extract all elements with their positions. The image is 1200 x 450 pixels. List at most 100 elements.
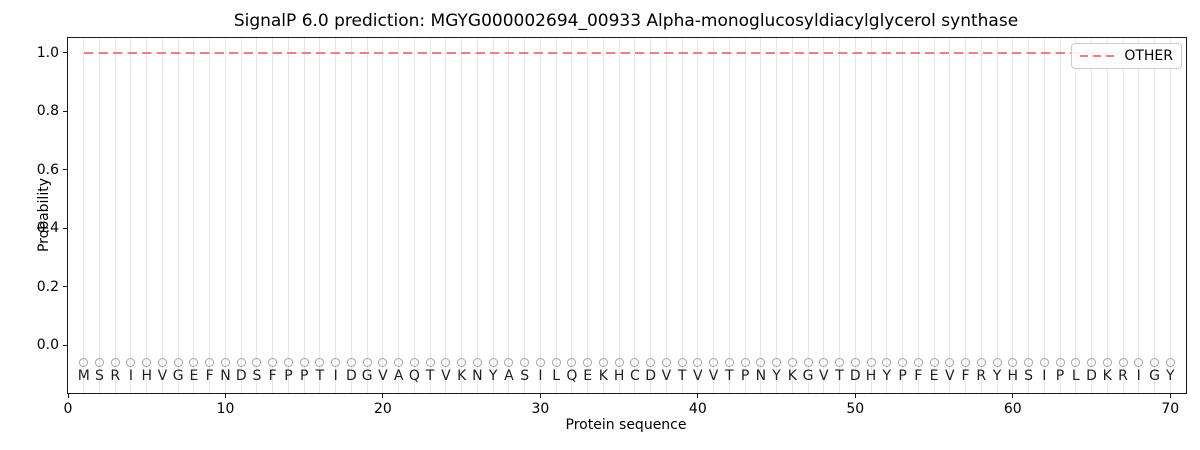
x-axis-label: Protein sequence	[565, 417, 687, 433]
gridline	[161, 38, 163, 393]
sequence-letter: I	[333, 367, 338, 384]
sequence-letter: P	[1055, 367, 1065, 384]
sequence-letter: D	[1086, 367, 1097, 384]
residue-circle-marker	[189, 357, 199, 367]
residue-circle-marker	[898, 357, 908, 367]
y-tick-mark	[63, 227, 68, 229]
y-tick-label: 0.2	[36, 278, 59, 295]
gridline	[1169, 38, 1171, 393]
sequence-letter: L	[1071, 367, 1080, 384]
x-tick-mark	[539, 394, 541, 398]
x-tick-mark	[854, 394, 856, 398]
gridline	[555, 38, 557, 393]
sequence-letter: F	[961, 367, 970, 384]
gridline	[193, 38, 195, 393]
sequence-letter: D	[849, 367, 861, 384]
gridline	[697, 38, 699, 393]
gridline	[445, 38, 447, 393]
residue-circle-marker	[79, 357, 89, 367]
residue-circle-marker	[173, 357, 183, 367]
gridline	[807, 38, 809, 393]
gridline	[539, 38, 541, 393]
residue-circle-marker	[457, 357, 467, 367]
residue-circle-marker	[1150, 357, 1159, 367]
residue-circle-marker	[488, 357, 498, 367]
gridline	[272, 38, 274, 393]
sequence-letter: G	[1149, 367, 1160, 384]
gridline	[83, 38, 85, 393]
sequence-letter: F	[914, 367, 923, 384]
gridline	[240, 38, 242, 393]
sequence-letter: V	[661, 367, 672, 384]
residue-circle-marker	[756, 357, 766, 367]
residue-circle-marker	[110, 357, 120, 367]
x-tick-label: 10	[216, 401, 235, 417]
gridline	[902, 38, 904, 393]
gridline	[146, 38, 148, 393]
residue-circle-marker	[504, 357, 514, 367]
x-tick-label: 40	[688, 401, 707, 417]
gridline	[980, 38, 982, 393]
gridline	[98, 38, 100, 393]
gridline	[398, 38, 400, 393]
gridline	[1012, 38, 1014, 393]
gridline	[492, 38, 494, 393]
sequence-letter: A	[393, 367, 404, 384]
gridline	[130, 38, 132, 393]
sequence-letter: H	[1007, 367, 1019, 384]
residue-circle-marker	[268, 357, 278, 367]
sequence-letter: F	[205, 367, 214, 384]
residue-circle-marker	[835, 357, 845, 367]
sequence-letter: I	[1136, 367, 1141, 384]
gridline	[823, 38, 825, 393]
y-tick-mark	[63, 169, 68, 171]
sequence-letter: T	[425, 367, 435, 384]
gridline	[886, 38, 888, 393]
sequence-letter: M	[77, 367, 90, 384]
residue-circle-marker	[614, 357, 624, 367]
sequence-letter: E	[189, 367, 199, 384]
sequence-letter: Y	[1165, 367, 1175, 384]
residue-circle-marker	[472, 357, 482, 367]
residue-circle-marker	[598, 357, 608, 367]
residue-circle-marker	[1008, 357, 1018, 367]
legend-dashed-line-icon	[1080, 55, 1117, 57]
gridline	[508, 38, 510, 393]
residue-circle-marker	[1118, 357, 1128, 367]
sequence-letter: E	[929, 367, 939, 384]
gridline	[917, 38, 919, 393]
residue-circle-marker	[929, 357, 939, 367]
y-tick-mark	[63, 344, 68, 346]
residue-circle-marker	[803, 357, 813, 367]
gridline	[1138, 38, 1140, 393]
sequence-letter: G	[361, 367, 373, 384]
sequence-letter: S	[252, 367, 262, 384]
sequence-letter: G	[172, 367, 184, 384]
residue-circle-marker	[1071, 357, 1081, 367]
residue-circle-marker	[866, 357, 876, 367]
gridline	[1043, 38, 1045, 393]
sequence-letter: D	[346, 367, 357, 384]
gridline	[177, 38, 179, 393]
sequence-letter: Q	[408, 367, 420, 384]
sequence-letter: V	[693, 367, 703, 384]
gridline	[114, 38, 116, 393]
residue-circle-marker	[1087, 357, 1097, 367]
gridline	[1091, 38, 1093, 393]
sequence-letter: P	[299, 367, 309, 384]
gridline	[429, 38, 431, 393]
residue-circle-marker	[709, 357, 719, 367]
residue-circle-marker	[126, 357, 136, 367]
sequence-letter: V	[945, 367, 955, 384]
residue-circle-marker	[976, 357, 986, 367]
gridline	[1028, 38, 1030, 393]
x-tick-label: 60	[1003, 401, 1022, 417]
gridline	[870, 38, 872, 393]
gridline	[1122, 38, 1124, 393]
gridline	[256, 38, 258, 393]
gridline	[224, 38, 226, 393]
residue-circle-marker	[252, 357, 262, 367]
residue-circle-marker	[394, 357, 404, 367]
gridline	[1059, 38, 1061, 393]
